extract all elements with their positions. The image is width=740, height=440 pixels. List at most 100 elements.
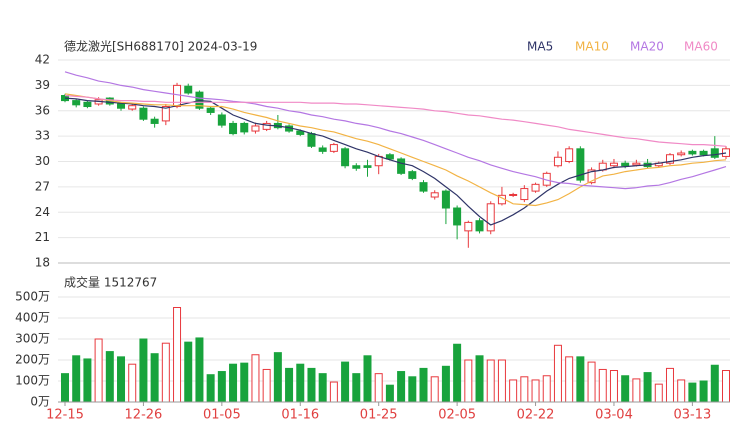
y-tick-label: 39 bbox=[35, 78, 50, 92]
volume-bar bbox=[486, 359, 495, 403]
y-tick-label: 18 bbox=[35, 256, 50, 270]
volume-bar bbox=[430, 376, 439, 403]
candle-body bbox=[430, 192, 439, 198]
y-tick-label: 24 bbox=[35, 205, 50, 219]
volume-bar bbox=[419, 367, 428, 403]
volume-bar bbox=[273, 352, 282, 403]
candle-body bbox=[251, 125, 260, 132]
volume-bar bbox=[161, 342, 170, 403]
candle-body bbox=[710, 148, 719, 158]
volume-bar bbox=[72, 355, 81, 403]
volume-bar bbox=[363, 355, 372, 403]
volume-bar bbox=[475, 355, 484, 403]
x-tick-label: 03-13 bbox=[673, 408, 711, 423]
ma-line bbox=[64, 71, 727, 190]
candle-body bbox=[374, 155, 383, 167]
volume-bar bbox=[542, 375, 551, 403]
candle-body bbox=[217, 114, 226, 126]
volume-bar bbox=[195, 337, 204, 403]
legend-label: MA20 bbox=[630, 40, 664, 54]
volume-bar bbox=[117, 356, 126, 403]
volume-bar bbox=[408, 376, 417, 403]
candle-body bbox=[609, 162, 618, 167]
candle-body bbox=[632, 162, 641, 166]
candle-body bbox=[363, 165, 372, 168]
x-tick-label: 01-05 bbox=[203, 408, 241, 423]
y-tick-label: 42 bbox=[35, 53, 50, 67]
x-tick-label: 02-05 bbox=[438, 408, 476, 423]
candle-body bbox=[699, 150, 708, 156]
volume-bar bbox=[217, 371, 226, 403]
x-tick-label: 01-25 bbox=[360, 408, 398, 423]
volume-bar bbox=[262, 368, 271, 403]
volume-bar bbox=[139, 338, 148, 403]
y-tick-label: 400万 bbox=[15, 311, 50, 325]
candle-body bbox=[161, 106, 170, 122]
volume-bar bbox=[722, 370, 730, 403]
candle-body bbox=[83, 101, 92, 108]
y-tick-label: 27 bbox=[35, 179, 50, 193]
volume-title: 成交量 1512767 bbox=[64, 275, 157, 290]
volume-bar bbox=[665, 367, 674, 403]
candle-body bbox=[296, 130, 305, 135]
y-tick-label: 300万 bbox=[15, 332, 50, 346]
candle-body bbox=[722, 148, 730, 157]
volume-bar bbox=[553, 344, 562, 403]
volume-bar bbox=[632, 378, 641, 403]
volume-bar bbox=[643, 372, 652, 403]
volume-bar bbox=[699, 380, 708, 403]
x-tick-label: 12-15 bbox=[46, 408, 84, 423]
candle-body bbox=[464, 221, 473, 232]
volume-bar bbox=[385, 384, 394, 403]
volume-bar bbox=[128, 363, 137, 403]
x-tick-label: 02-22 bbox=[517, 408, 555, 423]
candle-body bbox=[419, 182, 428, 192]
volume-bar bbox=[83, 358, 92, 403]
volume-bar bbox=[206, 374, 215, 403]
candle-body bbox=[677, 152, 686, 156]
volume-bar bbox=[296, 363, 305, 403]
candle-body bbox=[139, 107, 148, 120]
volume-bar bbox=[397, 371, 406, 403]
y-tick-label: 200万 bbox=[15, 353, 50, 367]
candle-body bbox=[520, 188, 529, 201]
legend-label: MA5 bbox=[527, 40, 553, 54]
candle-body bbox=[307, 133, 316, 147]
volume-bar bbox=[688, 382, 697, 403]
volume-bar bbox=[374, 373, 383, 403]
candle-body bbox=[509, 193, 518, 196]
candle-body bbox=[688, 150, 697, 155]
volume-bar bbox=[621, 375, 630, 403]
candle-body bbox=[397, 158, 406, 174]
candle-body bbox=[150, 118, 159, 124]
volume-bar bbox=[341, 361, 350, 403]
volume-bar bbox=[453, 343, 462, 403]
candle-body bbox=[117, 103, 126, 109]
candle-body bbox=[453, 207, 462, 226]
volume-bar bbox=[184, 341, 193, 403]
volume-bar bbox=[710, 364, 719, 403]
volume-bar bbox=[509, 379, 518, 403]
x-tick-label: 12-26 bbox=[125, 408, 163, 423]
candle-body bbox=[341, 148, 350, 167]
volume-bar bbox=[464, 359, 473, 403]
candle-body bbox=[352, 165, 361, 169]
volume-bar bbox=[105, 351, 114, 403]
volume-bar bbox=[587, 361, 596, 403]
candle-body bbox=[486, 203, 495, 232]
legend-label: MA60 bbox=[684, 40, 718, 54]
candle-body bbox=[621, 162, 630, 167]
volume-bar bbox=[94, 338, 103, 403]
candle-body bbox=[240, 122, 249, 133]
x-tick-label: 03-04 bbox=[595, 408, 633, 423]
candle-body bbox=[173, 84, 182, 108]
volume-bar bbox=[329, 381, 338, 403]
volume-bar bbox=[598, 368, 607, 403]
volume-bar bbox=[609, 370, 618, 403]
candle-body bbox=[385, 154, 394, 160]
candle-body bbox=[441, 190, 450, 209]
ma-line bbox=[64, 94, 727, 147]
volume-bar bbox=[441, 365, 450, 403]
candle-body bbox=[576, 148, 585, 181]
candle-body bbox=[329, 144, 338, 152]
